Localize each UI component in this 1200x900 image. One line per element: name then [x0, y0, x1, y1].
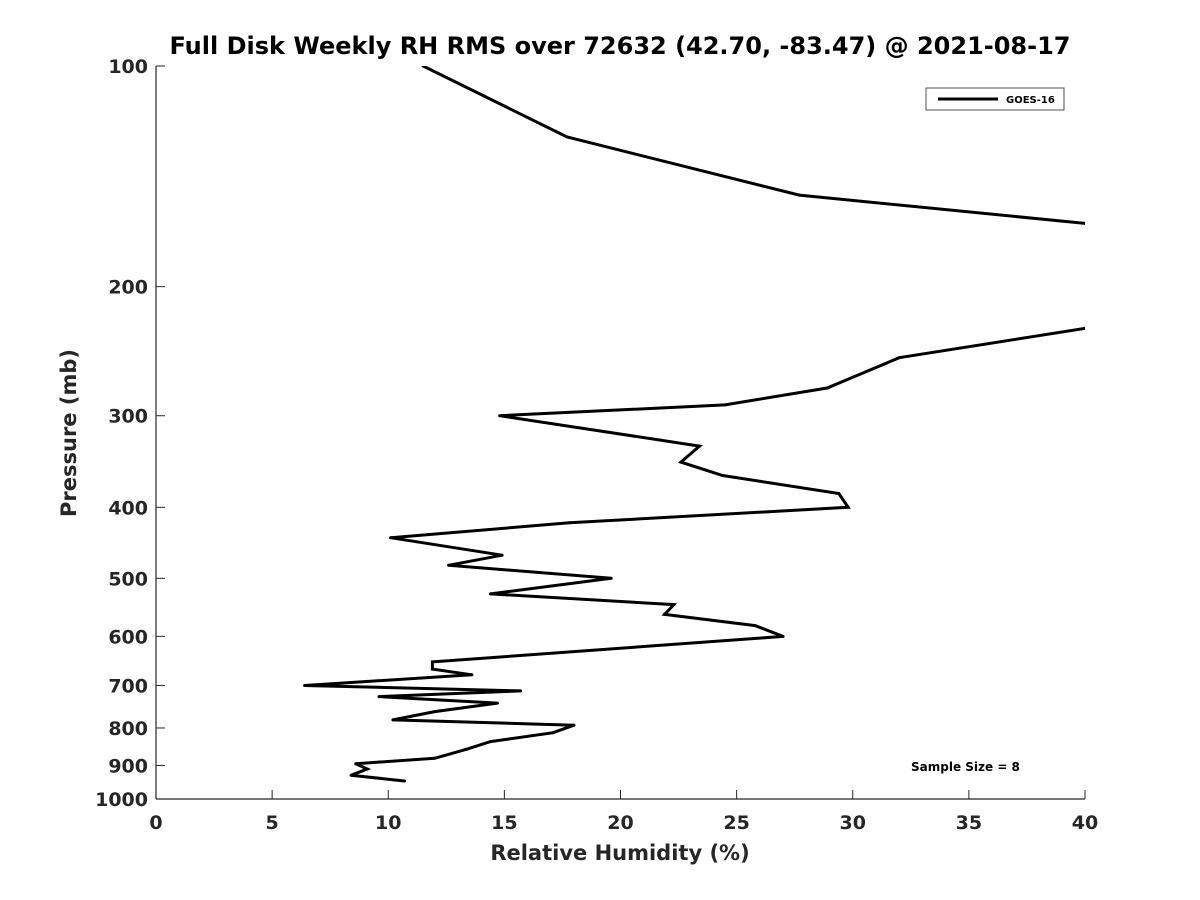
data-point [389, 536, 393, 540]
data-point [825, 386, 829, 390]
data-point [303, 684, 307, 687]
data-point [679, 460, 683, 464]
y-tick-label: 600 [108, 626, 148, 648]
data-point [672, 603, 676, 607]
data-point [721, 474, 725, 477]
data-point [430, 660, 434, 664]
data-point [572, 723, 576, 727]
y-tick-label: 200 [108, 277, 148, 299]
data-point [365, 767, 369, 771]
y-tick-label: 900 [108, 755, 148, 777]
data-point [433, 710, 437, 714]
y-tick-label: 300 [108, 406, 148, 428]
data-point [498, 414, 502, 418]
data-point [488, 592, 492, 596]
data-point [797, 193, 801, 197]
data-point [354, 762, 358, 766]
x-tick-label: 10 [375, 812, 401, 834]
y-tick-label: 1000 [95, 789, 148, 811]
data-point [377, 695, 381, 699]
series-line-goes16 [304, 66, 1085, 783]
y-tick-label: 800 [108, 718, 148, 740]
y-tick-label: 100 [108, 56, 148, 78]
data-point [567, 521, 571, 525]
y-axis-label: Pressure (mb) [57, 349, 81, 517]
data-point [1083, 326, 1085, 330]
y-ticks: 100 200 300 400 500 600 700 800 900 1000 [95, 56, 165, 811]
data-point [609, 576, 613, 580]
data-point [781, 634, 785, 638]
x-tick-label: 20 [607, 812, 633, 834]
data-point [421, 66, 425, 68]
x-tick-label: 40 [1072, 812, 1098, 834]
data-point [430, 667, 434, 671]
data-point [565, 135, 569, 139]
legend-entry-goes16: GOES-16 [1006, 95, 1055, 106]
data-point [551, 731, 555, 735]
x-tick-label: 15 [491, 812, 517, 834]
y-tick-label: 400 [108, 497, 148, 519]
legend: GOES-16 [925, 87, 1065, 111]
data-point [488, 740, 492, 744]
x-axis-label: Relative Humidity (%) [490, 841, 749, 865]
data-point [495, 701, 499, 705]
y-tick-label: 700 [108, 675, 148, 697]
data-point [897, 356, 901, 360]
x-tick-label: 30 [840, 812, 866, 834]
data-point [663, 612, 667, 616]
sample-size-annotation: Sample Size = 8 [911, 760, 1020, 774]
x-ticks: 0 5 10 15 20 25 30 35 40 [149, 790, 1098, 834]
data-point [465, 747, 469, 751]
x-tick-label: 0 [149, 812, 162, 834]
x-tick-label: 5 [266, 812, 279, 834]
plot-area [303, 66, 1085, 783]
data-point [433, 756, 437, 760]
data-point [403, 779, 406, 783]
data-point [698, 444, 701, 448]
x-tick-label: 35 [956, 812, 982, 834]
data-point [470, 673, 474, 677]
axes [155, 66, 1085, 800]
data-point [391, 718, 395, 722]
data-point [723, 403, 727, 407]
data-point [349, 773, 353, 777]
data-point [753, 624, 757, 628]
x-tick-label: 25 [723, 812, 749, 834]
data-point [837, 492, 841, 495]
chart-title: Full Disk Weekly RH RMS over 72632 (42.7… [169, 32, 1070, 60]
data-point [500, 553, 504, 557]
data-point [846, 505, 850, 509]
data-point [447, 563, 451, 567]
data-point [519, 689, 523, 693]
y-tick-label: 500 [108, 568, 148, 590]
